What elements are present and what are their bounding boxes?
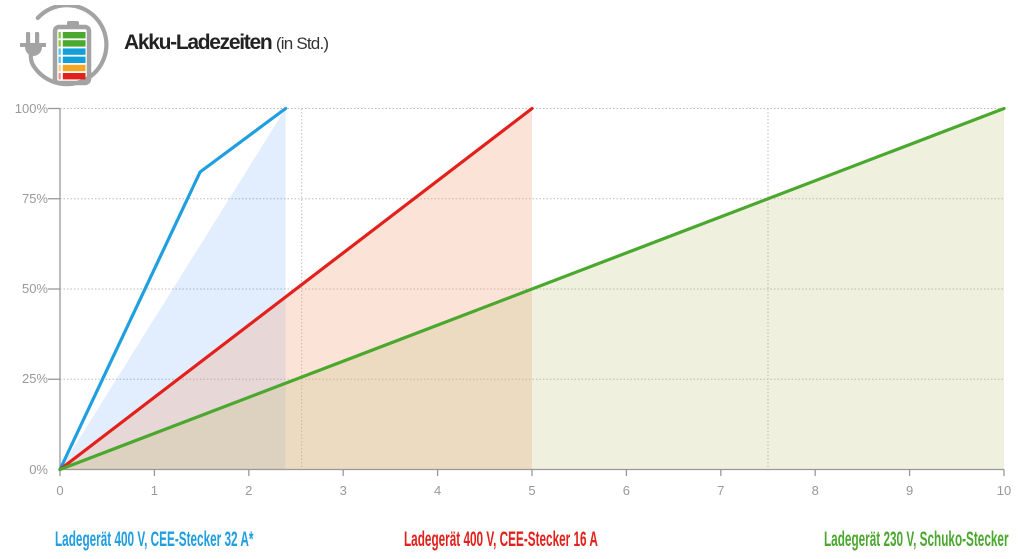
svg-text:75%: 75% (22, 191, 48, 206)
svg-text:7: 7 (717, 483, 724, 498)
svg-text:0%: 0% (29, 462, 48, 477)
svg-text:100%: 100% (15, 101, 49, 116)
svg-text:8: 8 (812, 483, 819, 498)
svg-text:6: 6 (623, 483, 630, 498)
svg-text:5: 5 (528, 483, 535, 498)
svg-text:1: 1 (151, 483, 158, 498)
svg-text:50%: 50% (22, 281, 48, 296)
svg-text:25%: 25% (22, 371, 48, 386)
svg-text:4: 4 (434, 483, 441, 498)
svg-text:2: 2 (245, 483, 252, 498)
svg-text:9: 9 (906, 483, 913, 498)
svg-text:0: 0 (56, 483, 63, 498)
svg-text:10: 10 (997, 483, 1011, 498)
svg-text:3: 3 (340, 483, 347, 498)
